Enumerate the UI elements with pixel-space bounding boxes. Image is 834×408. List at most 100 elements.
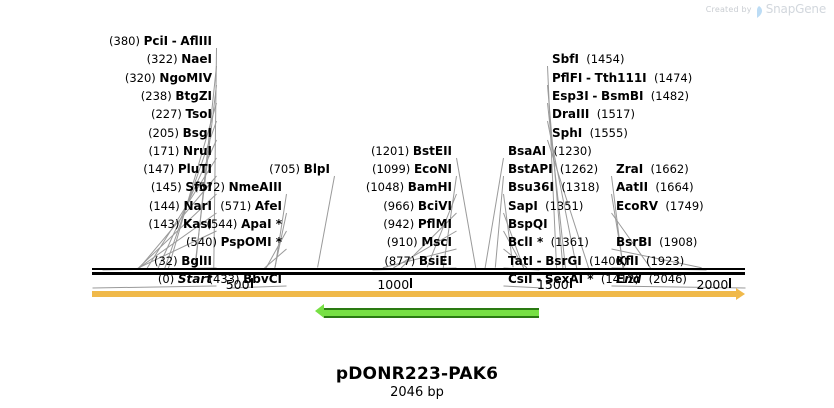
restriction-site-label: (942) PflMI	[0, 218, 454, 231]
restriction-site-label: (1099) EcoNI	[0, 163, 454, 176]
site-enzyme-name: BglII	[181, 253, 212, 268]
restriction-site-label: BclI * (1361)	[508, 236, 589, 249]
restriction-site-label: (1048) BamHI	[0, 181, 454, 194]
site-name-separator: -	[171, 34, 177, 48]
restriction-site-label: Bsu36I (1318)	[508, 181, 600, 194]
site-position: (571)	[220, 198, 252, 213]
site-enzyme-name-2: Tth111I	[594, 70, 647, 85]
restriction-site-label: (910) MscI	[0, 236, 454, 249]
site-enzyme-name: KflI	[616, 253, 639, 268]
site-position: (1664)	[655, 180, 694, 195]
restriction-site-label: (380) PciI - AflIII	[0, 35, 214, 48]
restriction-site-label: (571) AfeI	[0, 200, 284, 213]
site-position: (1517)	[596, 107, 635, 122]
site-position: (227)	[150, 107, 182, 122]
site-name-separator: -	[536, 253, 542, 268]
restriction-site-label: (540) PspOMI *	[0, 236, 284, 249]
restriction-site-label: (32) BglII	[0, 255, 214, 268]
site-enzyme-name: Start	[177, 271, 212, 286]
restriction-site-label: (0) Start	[0, 273, 214, 286]
plasmid-title: pDONR223-PAK6	[335, 364, 499, 384]
site-position: (1318)	[561, 180, 600, 195]
site-position: (1908)	[659, 235, 698, 250]
site-position: (540)	[186, 235, 217, 250]
site-enzyme-name: PciI	[143, 34, 169, 48]
site-position: (147)	[143, 162, 175, 177]
restriction-site-label: End (2046)	[616, 273, 687, 286]
restriction-site-label: BsaAI (1230)	[508, 145, 592, 158]
site-position: (1048)	[365, 180, 405, 195]
site-enzyme-name: BstAPI	[508, 162, 553, 177]
site-enzyme-name: DraIII	[552, 107, 590, 122]
site-position: (544)	[206, 217, 238, 231]
restriction-site-label: BstAPI (1262)	[508, 163, 598, 176]
site-enzyme-name: NmeAIII	[228, 180, 282, 195]
site-position: (433)	[208, 271, 240, 286]
site-position: (1099)	[372, 162, 411, 177]
restriction-site-label: SbfI (1454)	[552, 53, 624, 66]
restriction-site-label: BspQI	[508, 218, 548, 231]
gene-arrow	[324, 308, 539, 318]
site-position: (320)	[124, 70, 156, 85]
site-enzyme-name: BsaAI	[508, 143, 547, 158]
site-position: (322)	[146, 52, 178, 67]
site-position: (1482)	[650, 88, 690, 103]
site-position: (144)	[148, 198, 180, 213]
site-position: (32)	[153, 253, 178, 268]
site-position: (380)	[109, 34, 140, 48]
ruler-tick-mark-1500	[569, 278, 572, 288]
site-position: (0)	[157, 271, 175, 286]
site-enzyme-name: PspOMI *	[220, 235, 282, 250]
site-position: (2046)	[648, 271, 687, 286]
site-enzyme-name: PflFI	[552, 70, 583, 85]
site-enzyme-name: NarI	[183, 198, 212, 213]
restriction-site-label: (238) BtgZI	[0, 90, 214, 103]
site-position: (238)	[140, 88, 172, 103]
site-enzyme-name: SapI	[508, 198, 538, 213]
site-enzyme-name: SfoI	[185, 180, 212, 195]
site-enzyme-name: SphI	[552, 125, 583, 140]
site-enzyme-name: End	[616, 271, 642, 286]
site-enzyme-name: AatII	[616, 180, 649, 195]
site-enzyme-name-2: BsrGI	[545, 253, 582, 268]
site-position: (171)	[148, 143, 180, 158]
site-enzyme-name: NruI	[183, 143, 212, 158]
site-position: (1201)	[370, 143, 410, 158]
site-position: (205)	[148, 125, 179, 140]
site-position: (1412)	[600, 271, 640, 286]
ruler-line-upper	[92, 268, 745, 270]
site-enzyme-name: BbvCI	[243, 271, 282, 286]
ruler-tick-label-1000: 1000	[377, 277, 410, 292]
restriction-site-label: SapI (1351)	[508, 200, 583, 213]
ruler-tick-label-2000: 2000	[696, 277, 729, 292]
site-enzyme-name: BsgI	[182, 125, 212, 140]
snapgene-watermark: Created by SnapGene	[705, 2, 826, 18]
restriction-site-label: (705) BlpI	[0, 163, 332, 176]
site-position: (1351)	[545, 198, 584, 213]
site-enzyme-name: Bsu36I	[508, 180, 554, 195]
site-enzyme-name: KasI	[182, 217, 212, 231]
site-enzyme-name-2: BsmBI	[601, 88, 644, 103]
site-name-separator: -	[592, 88, 598, 103]
restriction-site-label: (145) SfoI	[0, 181, 214, 194]
restriction-site-label: (144) NarI	[0, 200, 214, 213]
site-enzyme-name: BamHI	[407, 180, 452, 195]
site-leader-line	[494, 176, 504, 269]
site-enzyme-name: NaeI	[181, 52, 212, 67]
site-enzyme-name: PflMI	[417, 217, 452, 231]
restriction-site-label: (544) ApaI *	[0, 218, 284, 231]
site-enzyme-name: TatI	[508, 253, 533, 268]
site-enzyme-name: NgoMIV	[159, 70, 212, 85]
restriction-site-label: BsrBI (1908)	[616, 236, 697, 249]
restriction-site-label: CsiI - SexAI * (1412)	[508, 273, 639, 286]
restriction-site-label: (147) PluTI	[0, 163, 214, 176]
site-enzyme-name: Esp3I	[552, 88, 589, 103]
ruler-tick-label-500: 500	[225, 277, 250, 292]
site-position: (1923)	[645, 253, 685, 268]
site-enzyme-name-2: AflIII	[180, 34, 212, 48]
site-position: (1555)	[589, 125, 628, 140]
restriction-site-label: (171) NruI	[0, 145, 214, 158]
watermark-created-by-label: Created by	[705, 4, 752, 14]
restriction-site-label: (322) NaeI	[0, 53, 214, 66]
plasmid-size-label: 2046 bp	[390, 385, 444, 400]
